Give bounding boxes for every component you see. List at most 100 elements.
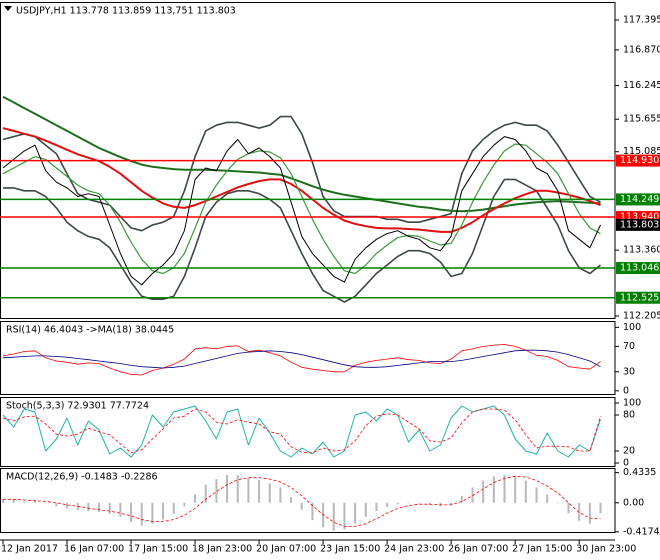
histogram-bar (226, 474, 229, 503)
level-label-box (616, 193, 660, 206)
histogram-bar (258, 479, 261, 503)
histogram-bar (268, 483, 271, 503)
series-line (2, 143, 601, 275)
histogram-bar (98, 502, 101, 512)
histogram-bar (567, 502, 570, 514)
level-label: 114.249 (620, 194, 659, 205)
histogram-bar (162, 502, 165, 520)
y-tick-label: -0.4174 (623, 526, 660, 537)
last-price-label: 113.803 (620, 219, 659, 230)
histogram-bar (290, 497, 293, 503)
histogram-bar (599, 502, 602, 514)
level-label: 114.930 (620, 155, 659, 166)
histogram-bar (514, 476, 517, 503)
histogram-bar (140, 502, 143, 526)
series-line (2, 408, 601, 454)
histogram-bar (343, 502, 346, 530)
x-tick-label: 16 Jan 07:00 (64, 544, 124, 555)
x-tick-label: 20 Jan 07:00 (256, 544, 316, 555)
histogram-bar (194, 494, 197, 503)
level-label-box (616, 262, 660, 275)
histogram-bar (588, 502, 591, 524)
y-tick-label: 100 (623, 398, 641, 409)
x-tick-label: 24 Jan 23:00 (384, 544, 444, 555)
series-line (2, 95, 601, 213)
level-label: 113.046 (620, 263, 659, 274)
histogram-bar (55, 502, 58, 507)
level-label-box (616, 291, 660, 304)
histogram-bar (2, 499, 4, 503)
histogram-bar (407, 502, 410, 504)
histogram-bar (524, 480, 527, 503)
y-tick-label: 0.00 (623, 497, 644, 508)
panel-frame (0, 397, 616, 467)
y-tick-label: 0.4335 (623, 467, 656, 478)
y-tick-label: 0 (623, 385, 629, 396)
histogram-bar (172, 502, 175, 514)
menu-arrow[interactable] (4, 6, 12, 11)
y-tick-label: 0 (623, 458, 629, 469)
y-tick-label: 117.395 (623, 14, 660, 25)
histogram-bar (300, 502, 303, 510)
histogram-bar (364, 502, 367, 517)
histogram-bar (12, 500, 15, 503)
histogram-bar (482, 480, 485, 503)
x-tick-label: 23 Jan 15:00 (320, 544, 380, 555)
histogram-bar (450, 502, 453, 505)
series-line (3, 178, 602, 303)
series-line (2, 115, 601, 232)
panel-title: RSI(14) 46.4043 ->MA(18) 38.0445 (6, 325, 174, 336)
histogram-bar (460, 495, 463, 503)
series-line (2, 127, 601, 233)
histogram-bar (503, 474, 506, 503)
x-tick-label: 27 Jan 15:00 (512, 544, 572, 555)
level-label: 112.525 (620, 292, 659, 303)
panel-title: MACD(12,26,9) -0.1483 -0.2286 (6, 472, 158, 483)
histogram-bar (492, 476, 495, 503)
histogram-bar (354, 502, 357, 524)
histogram-bar (396, 502, 399, 505)
histogram-bar (471, 487, 474, 503)
y-tick-label: 116.870 (623, 44, 660, 55)
series-line (2, 349, 601, 369)
histogram-bar (535, 487, 538, 503)
series-line (3, 475, 601, 527)
y-tick-label: 80 (623, 410, 635, 421)
histogram-bar (23, 501, 26, 503)
histogram-bar (332, 502, 335, 531)
histogram-bar (375, 502, 378, 512)
histogram-bar (279, 487, 282, 503)
histogram-bar (34, 500, 37, 503)
y-tick-label: 115.655 (623, 114, 660, 125)
histogram-bar (204, 484, 207, 503)
histogram-bar (386, 502, 389, 507)
last-price-box (616, 218, 660, 231)
histogram-bar (236, 474, 239, 503)
histogram-bar (108, 502, 111, 514)
panel-frame (0, 468, 616, 533)
x-tick-label: 30 Jan 23:00 (576, 544, 636, 555)
panel-frame (0, 321, 616, 395)
y-tick-label: 113.360 (623, 245, 660, 256)
y-tick-label: 100 (623, 322, 641, 333)
histogram-bar (578, 502, 581, 521)
histogram-bar (151, 502, 154, 524)
y-tick-label: 20 (623, 446, 635, 457)
histogram-bar (418, 502, 421, 504)
y-tick-label: 112.205 (623, 311, 660, 322)
histogram-bar (130, 502, 133, 523)
histogram-bar (546, 494, 549, 503)
x-tick-label: 26 Jan 07:00 (448, 544, 508, 555)
histogram-bar (66, 502, 69, 509)
histogram-bar (183, 502, 186, 507)
x-tick-label: 18 Jan 23:00 (192, 544, 252, 555)
y-tick-label: 30 (623, 366, 635, 377)
x-tick-label: 17 Jan 15:00 (128, 544, 188, 555)
series-line (2, 136, 601, 286)
histogram-bar (44, 502, 47, 504)
y-tick-label: 70 (623, 341, 635, 352)
panel-title: Stoch(5,3,3) 72.9301 77.7724 (6, 401, 149, 412)
series-line (2, 405, 601, 458)
level-label-box (616, 154, 660, 167)
